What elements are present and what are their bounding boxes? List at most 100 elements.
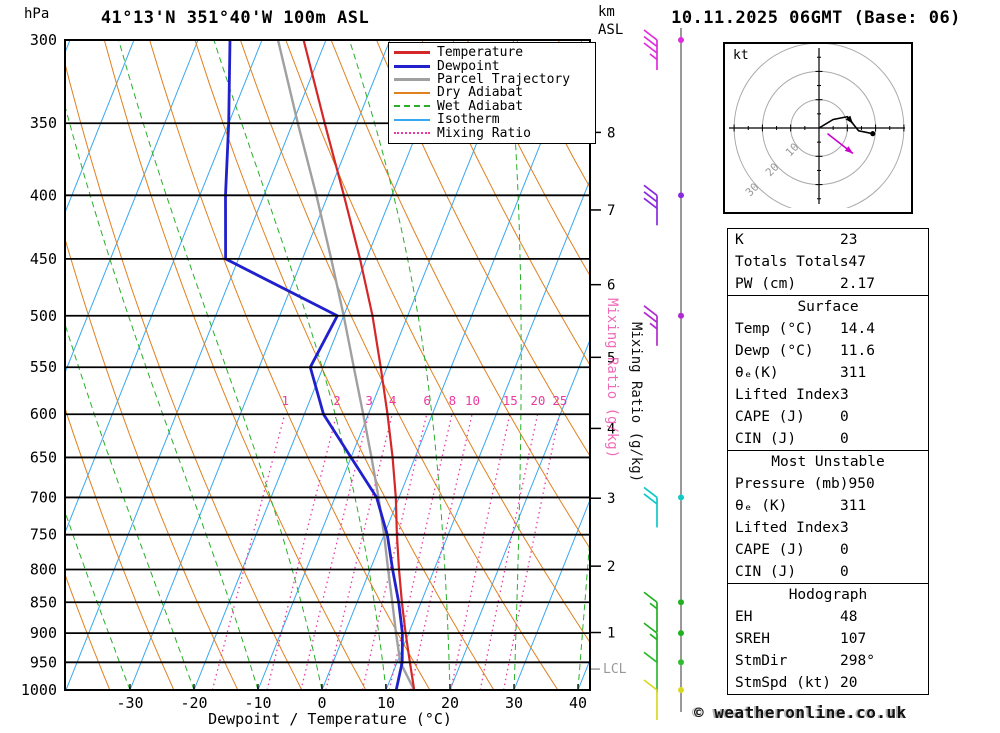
- pressure-tick-label: 300: [30, 31, 57, 49]
- table-row-value: 0: [840, 564, 849, 580]
- mixing-ratio-value-label: 4: [389, 393, 397, 408]
- mixing-ratio-axis-label: Mixing Ratio (g/kg): [628, 322, 644, 483]
- dry-adiabat-line: [376, 40, 590, 457]
- height-axis-unit: km: [598, 4, 615, 20]
- legend-line-sample: [394, 51, 430, 55]
- height-axis-asl-label: ASL: [598, 22, 624, 38]
- mixing-ratio-label-pink: Mixing Ratio (g/kg): [604, 298, 620, 459]
- isotherm-line: [65, 40, 327, 690]
- mixing-ratio-line: [266, 414, 338, 690]
- table-row: Lifted Index 3: [728, 384, 928, 406]
- plot-border: [64, 39, 591, 691]
- legend-line-sample: [394, 64, 430, 68]
- hodograph-unit-label: kt: [733, 48, 749, 63]
- isotherm-line: [513, 498, 590, 690]
- wind-barb-half-feather: [649, 53, 658, 61]
- pressure-tick-label: 500: [30, 307, 57, 325]
- hodograph: 10 20 30 kt: [723, 42, 913, 214]
- table-row-value: 11.6: [840, 343, 875, 359]
- km-tick-label: 7: [607, 203, 615, 219]
- pressure-tick-label: 650: [30, 448, 57, 466]
- pressure-tick-label: 1000: [21, 681, 57, 699]
- legend-item-dry-adiabat: Dry Adiabat: [394, 86, 593, 99]
- table-row-label: CAPE (J): [735, 409, 805, 425]
- wind-barb-feather: [643, 42, 658, 54]
- legend-item-mixing-ratio: Mixing Ratio: [394, 125, 593, 141]
- mixing-ratio-value-label: 2: [333, 393, 341, 408]
- temperature-tick-label: 10: [377, 694, 395, 712]
- wind-barb-feather: [643, 493, 658, 505]
- wet-adiabat-line: [65, 104, 259, 690]
- table-row-label: StmDir: [735, 653, 788, 669]
- mixing-ratio-value-label: 15: [503, 393, 518, 408]
- legend-item-label: Wet Adiabat: [437, 98, 524, 114]
- temperature-tick-label: -30: [116, 694, 143, 712]
- hodograph-ring-label: 30: [743, 181, 762, 200]
- dry-adiabat-line: [466, 40, 590, 277]
- legend-line-sample: [394, 132, 430, 135]
- wind-barb-feather: [643, 622, 658, 634]
- legend-item-wet-adiabat: Wet Adiabat: [394, 100, 593, 113]
- pressure-tick-label: 350: [30, 114, 57, 132]
- table-row-value: 298°: [840, 653, 875, 669]
- wind-level-dot: [678, 37, 684, 43]
- wind-barb-feather: [643, 191, 658, 203]
- legend-item-label: Mixing Ratio: [437, 125, 531, 141]
- table-row: CIN (J) 0: [728, 561, 928, 583]
- wet-adiabat-line: [0, 40, 2, 690]
- wind-level-dot: [678, 630, 684, 637]
- pressure-tick-label: 900: [30, 624, 57, 642]
- isotherm-line: [129, 40, 391, 690]
- wind-barb-feather: [643, 486, 658, 499]
- table-row-label: Pressure (mb): [735, 476, 849, 492]
- mixing-ratio-value-label: 25: [552, 393, 567, 408]
- isotherm-line: [385, 178, 590, 690]
- hodograph-trace-end-dot: [870, 131, 876, 137]
- table-row-label: K: [735, 232, 744, 248]
- table-row-value: 48: [840, 609, 858, 625]
- legend-item-label: Dewpoint: [437, 58, 500, 74]
- table-row-value: 2.17: [840, 276, 875, 292]
- table-section-hodograph: Hodograph EH 48 SREH 107 StmDir 298° StmSpd (kt…: [728, 583, 928, 694]
- table-row-label: PW (cm): [735, 276, 797, 292]
- wind-barb-feather: [643, 305, 658, 317]
- table-row: StmDir 298°: [728, 650, 928, 672]
- dry-adiabat-line: [103, 40, 367, 690]
- pressure-tick-label: 700: [30, 488, 57, 506]
- table-row-value: 950: [848, 476, 875, 492]
- table-row-label: CIN (J): [735, 431, 797, 447]
- isotherm-line: [321, 40, 583, 690]
- km-tick-label: 3: [607, 491, 615, 507]
- table-row-value: 14.4: [840, 321, 875, 337]
- pressure-tick-label: 550: [30, 358, 57, 376]
- wind-barb-feather: [643, 651, 658, 663]
- legend-item-label: Temperature: [437, 45, 524, 61]
- legend-line-sample: [394, 91, 430, 94]
- wind-level-dot: [678, 494, 684, 501]
- pressure-tick-label: 800: [30, 561, 57, 579]
- legend-line-sample: [394, 77, 430, 81]
- legend-item-temperature: Temperature: [394, 46, 593, 59]
- table-row-label: Lifted Index: [735, 387, 840, 403]
- table-row-value: 311: [840, 498, 867, 514]
- temperature-tick-label: 0: [317, 694, 326, 712]
- table-row-value: 47: [848, 254, 866, 270]
- table-row: CAPE (J) 0: [728, 539, 928, 561]
- wind-barb-half-feather: [649, 633, 658, 641]
- table-row: Pressure (mb) 950: [728, 473, 928, 495]
- table-row-value: 0: [840, 542, 849, 558]
- wind-barb-feather: [643, 197, 658, 209]
- table-row: K 23: [728, 229, 928, 251]
- mixing-ratio-value-label: 8: [449, 393, 457, 408]
- legend-item-parcel-trajectory: Parcel Trajectory: [394, 73, 593, 86]
- x-axis-title: Dewpoint / Temperature (°C): [208, 710, 452, 728]
- table-row: Temp (°C) 14.4: [728, 318, 928, 340]
- mixing-ratio-line: [211, 414, 286, 690]
- temperature-tick-label: 30: [505, 694, 523, 712]
- mixing-ratio-line: [300, 414, 370, 690]
- isotherm-line: [65, 40, 199, 374]
- pressure-tick-label: 750: [30, 526, 57, 544]
- km-tick-label: 6: [607, 278, 615, 294]
- table-row-value: 311: [840, 365, 867, 381]
